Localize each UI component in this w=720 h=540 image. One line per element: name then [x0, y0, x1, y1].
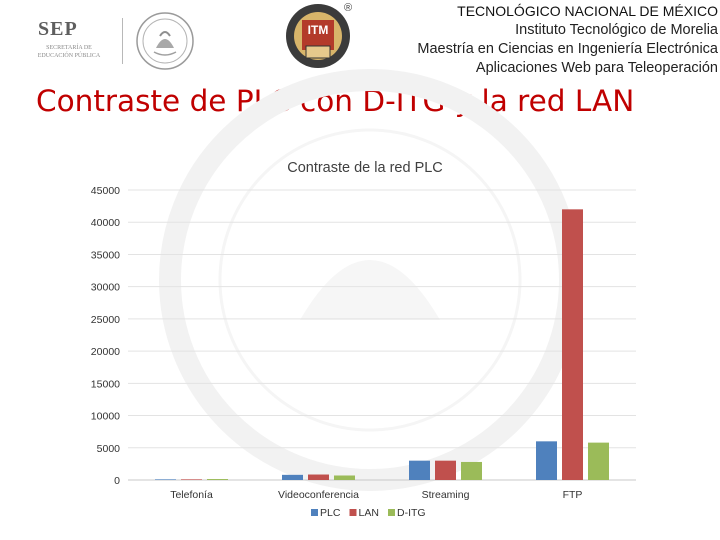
- y-tick-label: 10000: [91, 411, 120, 423]
- bar-lan-3: [562, 209, 583, 481]
- itm-logo-text: ITM: [308, 23, 329, 37]
- y-tick-label: 0: [114, 475, 120, 487]
- bar-d-itg-2: [461, 461, 482, 480]
- y-tick-label: 15000: [91, 378, 120, 390]
- sep-logo: SEP: [38, 18, 78, 40]
- bar-lan-1: [308, 474, 329, 480]
- bar-plc-2: [409, 460, 430, 480]
- institution-line-3: Maestría en Ciencias en Ingeniería Elect…: [417, 41, 718, 57]
- bar-d-itg-3: [588, 442, 609, 480]
- chart-legend: PLC LAN D-ITG: [311, 507, 426, 519]
- legend-label: PLC: [320, 507, 341, 519]
- y-tick-label: 20000: [91, 346, 120, 358]
- y-axis-ticks: 0 5000 10000 15000 20000 25000 30000 35000 40000…: [91, 185, 120, 487]
- y-tick-label: 25000: [91, 314, 120, 326]
- mexico-seal-icon: [136, 12, 194, 70]
- legend-swatch: [388, 509, 395, 516]
- institution-line-2: Instituto Tecnológico de Morelia: [515, 22, 718, 38]
- bar-plc-0: [155, 479, 176, 480]
- sep-subtitle-line-1: SECRETARÍA DE: [46, 45, 92, 51]
- sep-logo-block: SEP SECRETARÍA DE EDUCACIÓN PÚBLICA: [0, 0, 200, 82]
- legend-swatch: [311, 509, 318, 516]
- x-axis-categories: Telefonía Videoconferencia Streaming FTP: [170, 489, 582, 501]
- institution-line-1: TECNOLÓGICO NACIONAL DE MÉXICO: [457, 3, 718, 19]
- y-tick-label: 40000: [91, 217, 120, 229]
- header-divider: [122, 18, 123, 64]
- y-tick-label: 35000: [91, 249, 120, 261]
- legend-label: LAN: [359, 507, 379, 519]
- y-tick-label: 5000: [97, 443, 121, 455]
- legend-label: D-ITG: [397, 507, 426, 519]
- chart-bars: [155, 209, 609, 481]
- x-category-label: Streaming: [422, 489, 470, 501]
- bar-plc-1: [282, 474, 303, 480]
- bar-d-itg-1: [334, 475, 355, 480]
- registered-mark: ®: [344, 2, 353, 14]
- sep-subtitle-line-2: EDUCACIÓN PÚBLICA: [37, 53, 101, 59]
- x-category-label: Telefonía: [170, 489, 213, 501]
- x-category-label: FTP: [563, 489, 583, 501]
- y-tick-label: 30000: [91, 282, 120, 294]
- bar-d-itg-0: [207, 479, 228, 480]
- y-tick-label: 45000: [91, 185, 120, 197]
- institution-line-4: Aplicaciones Web para Teleoperación: [475, 60, 718, 76]
- chart-title: Contraste de la red PLC: [287, 160, 443, 176]
- legend-swatch: [349, 509, 357, 516]
- institution-block: TECNOLÓGICO NACIONAL DE MÉXICO Instituto…: [417, 2, 718, 78]
- itm-logo-icon: ITM: [286, 4, 350, 68]
- bar-plc-3: [536, 441, 557, 480]
- bar-lan-2: [435, 460, 456, 480]
- sep-subtitle: SECRETARÍA DE EDUCACIÓN PÚBLICA: [24, 44, 114, 60]
- bar-lan-0: [181, 479, 202, 480]
- chart-gridlines: [128, 189, 636, 481]
- x-category-label: Videoconferencia: [278, 489, 359, 501]
